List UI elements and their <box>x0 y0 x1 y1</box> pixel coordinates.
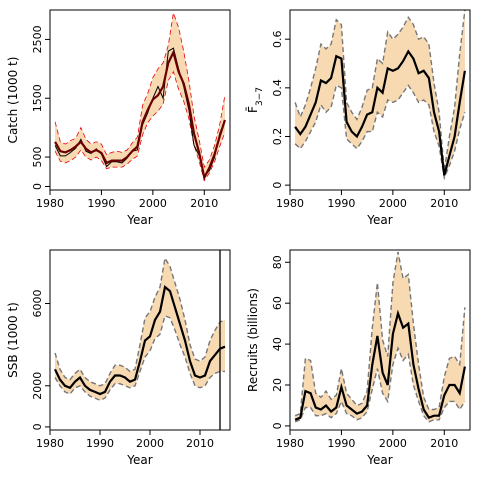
catch-plot-frame <box>49 9 231 191</box>
catch-y-tick-label: 2500 <box>31 25 44 53</box>
recruits-x-tick-label: 1990 <box>327 437 355 450</box>
ssb-y-axis-label: SSB (1000 t) <box>6 302 20 378</box>
catch-x-axis-label: Year <box>126 213 152 227</box>
ssb-x-tick-label: 2010 <box>186 437 214 450</box>
fbar-y-axis-label: F̄3−7 <box>246 87 265 113</box>
ssb-x-tick-label: 2000 <box>136 437 164 450</box>
fbar-x-tick-label: 2010 <box>430 197 458 210</box>
fbar-x-tick-label: 2000 <box>379 197 407 210</box>
recruits-lower-bound-line <box>294 346 466 423</box>
ssb-y-tick-label: 6000 <box>31 289 44 317</box>
fbar-estimate-line <box>294 49 466 176</box>
catch-x-tick-label: 1990 <box>87 197 115 210</box>
ssb-y-tick-label: 0 <box>31 423 44 430</box>
fbar-y-tick-label: 0.4 <box>271 79 284 97</box>
recruits-y-tick-label: 20 <box>271 378 284 392</box>
recruits-x-axis-label: Year <box>366 453 392 467</box>
catch-x-tick-label: 2010 <box>190 197 218 210</box>
ssb-y-tick-label: 2000 <box>31 372 44 400</box>
recruits-upper-bound-line <box>294 251 466 417</box>
catch-x-tick-label: 1980 <box>36 197 64 210</box>
ssb-estimate-line <box>54 284 226 396</box>
catch-x-tick-label: 2000 <box>139 197 167 210</box>
ssb-x-axis-label: Year <box>126 453 152 467</box>
recruits-plot-frame <box>289 249 471 431</box>
recruits-estimate-line <box>294 309 466 421</box>
ssb-lower-bound-line <box>54 314 225 401</box>
ssb-panel: 1980 1990 2000 2010 0 2000 6000 Year SSB (1000 t… <box>6 249 231 467</box>
ssb-x-tick-label: 1980 <box>36 437 64 450</box>
recruits-x-tick-label: 1980 <box>276 437 304 450</box>
catch-estimate-line <box>54 49 226 181</box>
fbar-panel: 1980 1990 2000 2010 0 0.2 0.4 0.6 Year F̄3−7 <box>246 9 471 227</box>
ssb-x-tick-label: 1990 <box>86 437 114 450</box>
fbar-x-axis-label: Year <box>366 213 392 227</box>
fbar-x-tick-label: 1980 <box>276 197 304 210</box>
recruits-panel: 1980 1990 2000 2010 0 20 40 60 80 Year Recruits (b… <box>246 249 471 467</box>
ssb-plot-frame <box>49 249 231 431</box>
fbar-y-tick-label: 0.6 <box>271 30 284 48</box>
fbar-x-tick-label: 1990 <box>327 197 355 210</box>
catch-confidence-band <box>55 12 225 181</box>
fbar-y-axis-label-subscript: 3−7 <box>255 87 265 106</box>
recruits-y-axis-label: Recruits (billions) <box>246 288 260 392</box>
recruits-confidence-band <box>295 252 465 422</box>
catch-y-axis-label: Catch (1000 t) <box>6 57 20 144</box>
catch-y-tick-label: 0 <box>31 183 44 190</box>
recruits-x-tick-label: 2000 <box>379 437 407 450</box>
recruits-y-tick-label: 80 <box>271 255 284 269</box>
catch-lower-bound-line <box>54 70 226 182</box>
catch-panel: 1980 1990 2000 2010 0 500 1500 2500 Year Catch (1… <box>6 9 231 227</box>
fbar-lower-bound-line <box>294 84 466 181</box>
fbar-upper-bound-line <box>294 9 466 171</box>
recruits-x-tick-label: 2010 <box>430 437 458 450</box>
catch-y-tick-label: 1500 <box>31 84 44 112</box>
ssb-upper-bound-line <box>54 256 226 387</box>
fbar-plot-frame <box>289 9 471 191</box>
catch-upper-bound-line <box>54 12 226 169</box>
recruits-y-tick-label: 60 <box>271 296 284 310</box>
recruits-y-tick-label: 40 <box>271 337 284 351</box>
fbar-y-tick-label: 0 <box>271 182 284 189</box>
fbar-confidence-band <box>295 10 465 178</box>
catch-y-tick-label: 500 <box>31 147 44 168</box>
fbar-y-tick-label: 0.2 <box>271 128 284 146</box>
recruits-y-tick-label: 0 <box>271 422 284 429</box>
